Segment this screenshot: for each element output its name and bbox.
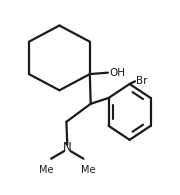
Text: OH: OH	[109, 68, 125, 78]
Text: Me: Me	[39, 165, 54, 175]
Text: Me: Me	[81, 165, 95, 175]
Text: Br: Br	[136, 76, 147, 86]
Text: N: N	[63, 141, 72, 154]
